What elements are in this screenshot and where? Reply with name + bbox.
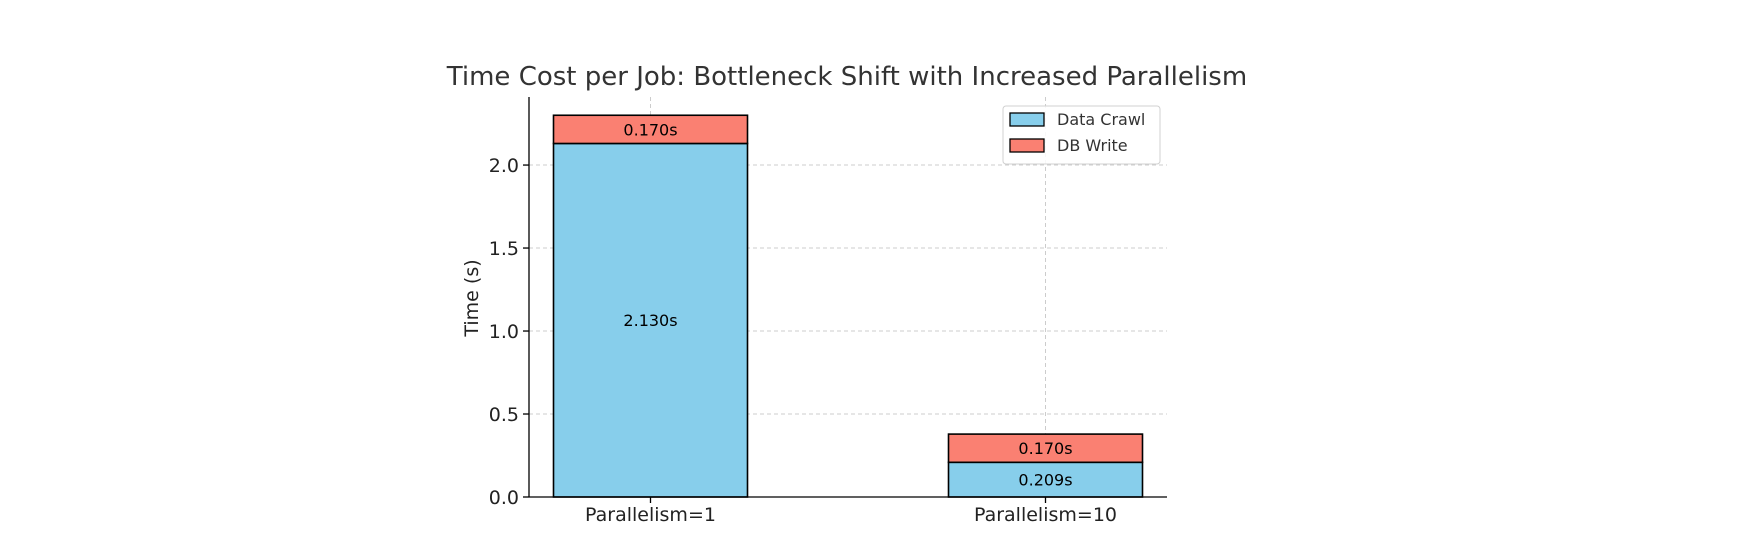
y-tick-label: 2.0 bbox=[489, 155, 519, 177]
legend-label: Data Crawl bbox=[1057, 110, 1145, 129]
y-tick-label: 0.5 bbox=[489, 404, 519, 426]
legend: Data Crawl DB Write bbox=[1002, 105, 1161, 165]
x-tick-label: Parallelism=10 bbox=[974, 504, 1117, 526]
bar-data-crawl-1 bbox=[552, 142, 749, 498]
chart-title: Time Cost per Job: Bottleneck Shift with… bbox=[446, 62, 1247, 92]
bar-db-write-2 bbox=[947, 433, 1144, 464]
data-label: 0.209s bbox=[1018, 471, 1072, 490]
y-tick-label: 1.5 bbox=[489, 238, 519, 260]
y-tick-label: 1.0 bbox=[489, 321, 519, 343]
y-tick-label: 0.0 bbox=[489, 487, 519, 509]
x-tick-label: Parallelism=1 bbox=[585, 504, 716, 526]
data-label: 0.170s bbox=[1018, 439, 1072, 458]
bar-db-write-1 bbox=[552, 114, 749, 145]
data-labels: 2.130s 0.170s 0.209s 0.170s bbox=[623, 120, 1072, 489]
bars bbox=[552, 114, 1144, 498]
legend-swatch bbox=[1009, 112, 1045, 127]
data-label: 2.130s bbox=[623, 311, 677, 330]
legend-swatch bbox=[1009, 138, 1045, 153]
axes bbox=[528, 97, 1167, 498]
tick-labels: 0.0 0.5 1.0 1.5 2.0 Parallelism=1 Parallelism=… bbox=[489, 155, 1117, 526]
legend-label: DB Write bbox=[1057, 136, 1128, 155]
y-axis-label: Time (s) bbox=[461, 259, 483, 337]
data-label: 0.170s bbox=[623, 120, 677, 139]
